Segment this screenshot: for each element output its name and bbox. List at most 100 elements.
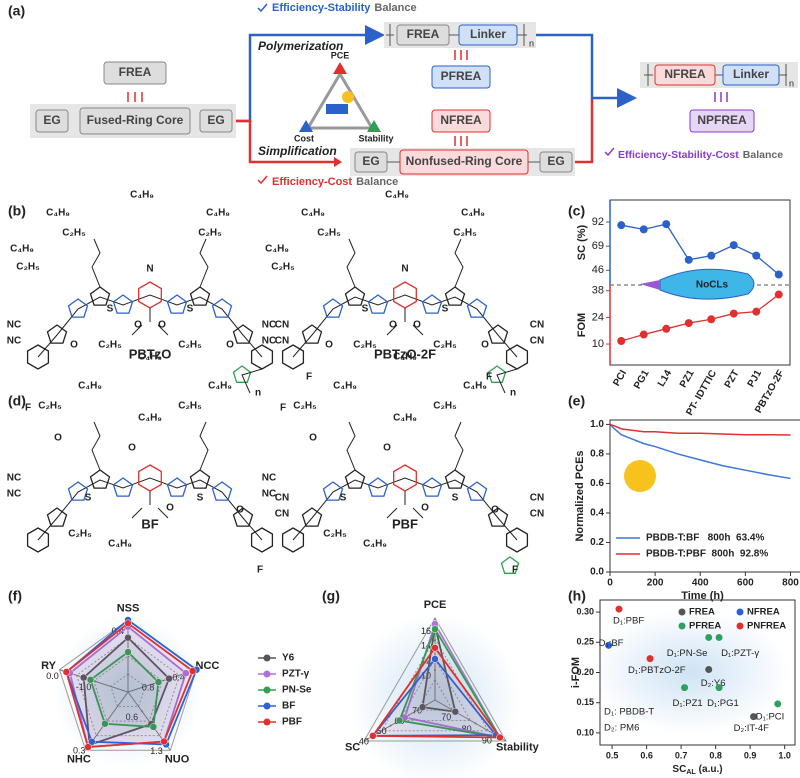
atom-label: CN [275, 509, 289, 520]
atom-label: C₂H₅ [453, 228, 477, 239]
y-tick-label: 92 [592, 216, 604, 228]
atom-label: NC [262, 473, 276, 484]
y-tick-label: 0.6 [590, 478, 604, 489]
atom-label: S [442, 304, 449, 315]
atom-label: C₄H₉ [265, 244, 289, 255]
sun-icon [342, 91, 354, 103]
x-axis-label-main: SC [672, 764, 686, 775]
ring [322, 481, 344, 501]
equiv [127, 92, 143, 102]
box [431, 109, 491, 133]
panel-label: (d) [8, 393, 26, 409]
tick [434, 639, 436, 642]
ring [112, 477, 134, 497]
x-tick-label: PZ1 [678, 368, 697, 390]
atom-label: O [128, 443, 136, 454]
ring [505, 527, 529, 553]
legend-label: NFREA [747, 607, 780, 618]
ring [301, 507, 323, 527]
series-polygon [398, 627, 502, 739]
atom-label: C₂H₅ [98, 340, 122, 351]
x-tick-label: PG1 [632, 368, 652, 391]
y-tick-label: 0.25 [576, 637, 594, 647]
atom-label: CN [275, 493, 289, 504]
x-tick-label: L14 [656, 368, 674, 389]
ring [322, 298, 344, 318]
bracket [644, 64, 653, 86]
panel-label: (a) [8, 3, 25, 19]
point [646, 655, 654, 663]
box-label: Nonfused-Ring Core [406, 154, 523, 168]
box-label: FREA [119, 65, 152, 79]
series-polygon [82, 636, 171, 747]
web [76, 637, 180, 737]
molecule-name: PBTzO-2F [374, 346, 436, 361]
atom-label: O [481, 340, 489, 351]
atom-label: F [257, 565, 263, 576]
web [93, 655, 163, 722]
series-line [609, 423, 791, 480]
balance-text: Efficiency-Stability Balance [272, 2, 417, 14]
atom-label: C₂H₅ [178, 401, 202, 412]
tick-label: 0.3 [73, 745, 86, 755]
point [707, 251, 716, 260]
atom-label: C₂H₅ [68, 529, 92, 540]
ring [67, 481, 89, 501]
atom-label: S [452, 493, 459, 504]
point [662, 324, 671, 333]
legend-label: PN-Se [282, 685, 312, 696]
plot-frame [609, 419, 800, 573]
y-tick-label: 69 [592, 240, 604, 252]
x-tick-label: 0.7 [675, 750, 688, 760]
atom-label: C₄H₉ [363, 539, 387, 550]
y-tick-label: 0.10 [576, 727, 594, 737]
molecule-name: BF [141, 516, 158, 531]
x-tick-label: 0.9 [744, 750, 757, 760]
point [418, 703, 427, 711]
box-label: EG [207, 113, 224, 127]
point [662, 220, 671, 229]
ring [211, 481, 233, 501]
legend-label: PZT-γ [282, 669, 310, 680]
point [84, 743, 92, 751]
point [124, 633, 132, 642]
axis-name: RY [41, 660, 57, 672]
sun-icon [624, 460, 656, 492]
point [705, 665, 713, 673]
structures: C₄H₉ C₄H₉ C₄H₉ C₂H₅ C₂H₅ C₄H₉ C₂H₅ N S S O O C₂H₅ C₄H… [7, 190, 544, 576]
atom-label: O [226, 340, 234, 351]
series-polygon [371, 646, 502, 739]
ring [166, 477, 188, 497]
box-label: EG [362, 154, 379, 168]
tick [389, 724, 392, 727]
ring [26, 344, 50, 370]
legend-marker [263, 686, 271, 694]
ring [466, 481, 488, 501]
subscript: n [789, 78, 794, 88]
balance-text: Efficiency-Cost Balance [272, 176, 398, 188]
point-label: D₁:PBF [613, 616, 644, 627]
legend-label: BF [282, 701, 295, 712]
series-polygon [370, 657, 498, 737]
point-label: D₁:PN-Se [667, 648, 708, 659]
vertex-label: Cost [294, 133, 314, 143]
point [681, 684, 689, 692]
atom-label: CN [530, 336, 544, 347]
x-tick-label: 0.5 [606, 750, 619, 760]
atom-label: F [25, 403, 31, 414]
point [715, 633, 723, 641]
ring [89, 469, 111, 489]
tick-label: 1.3 [150, 746, 163, 756]
annotation: D₂: PM6 [604, 723, 639, 734]
point [752, 251, 761, 260]
check-icon [257, 175, 268, 185]
point-label: D₂:IT-4F [734, 723, 770, 734]
atom-label: C₂H₅ [178, 340, 202, 351]
ring [344, 469, 366, 489]
ring [466, 298, 488, 318]
x-tick-label: 0.6 [640, 750, 653, 760]
tick-label: 0.4 [172, 673, 185, 683]
point [752, 307, 761, 316]
ring [487, 507, 509, 527]
